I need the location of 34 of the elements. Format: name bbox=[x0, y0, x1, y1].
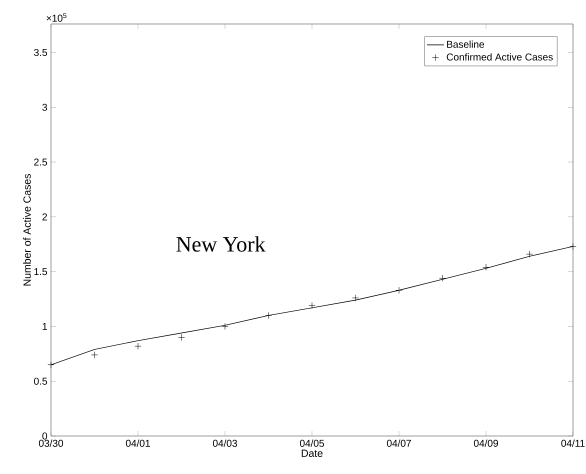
x-tick-label: 04/01 bbox=[126, 440, 150, 447]
annotation: New York bbox=[176, 236, 266, 252]
point bbox=[222, 322, 228, 330]
y-tick-label: 3.5 bbox=[34, 48, 48, 56]
y-tick-label: 0.5 bbox=[34, 378, 48, 385]
x-tick-label: 04/07 bbox=[386, 440, 411, 447]
y-tick-label: 2.5 bbox=[34, 158, 48, 166]
point bbox=[439, 274, 446, 282]
x-tick-label: 04/05 bbox=[300, 440, 324, 447]
y-tick-label: 2 bbox=[42, 213, 47, 220]
x-tick-label: 04/09 bbox=[474, 440, 498, 447]
x-tick-label: 04/11 bbox=[561, 440, 585, 447]
point bbox=[134, 342, 142, 350]
point bbox=[265, 312, 272, 319]
y-tick-label: 0 bbox=[42, 432, 48, 440]
point bbox=[48, 361, 54, 368]
point bbox=[396, 286, 402, 294]
y-axis-title: Number of Active Cases bbox=[23, 174, 31, 286]
point bbox=[178, 334, 185, 341]
point bbox=[308, 302, 316, 310]
legend-label: Baseline bbox=[447, 40, 484, 48]
point bbox=[482, 264, 490, 271]
point bbox=[352, 294, 359, 302]
text: ×10$^{5}$ bbox=[46, 13, 66, 22]
y-tick-label: 3 bbox=[42, 104, 48, 111]
point bbox=[570, 242, 576, 250]
legend-label: Confirmed Active Cases bbox=[446, 53, 553, 61]
point bbox=[91, 351, 98, 358]
y-tick-label: 1 bbox=[42, 322, 47, 330]
x-tick-label: 04/03 bbox=[212, 440, 238, 447]
x-axis-title: Date bbox=[302, 450, 323, 457]
point bbox=[526, 250, 533, 258]
x-tick-label: 03/30 bbox=[38, 440, 64, 447]
y-tick-label: 1.5 bbox=[34, 268, 48, 276]
